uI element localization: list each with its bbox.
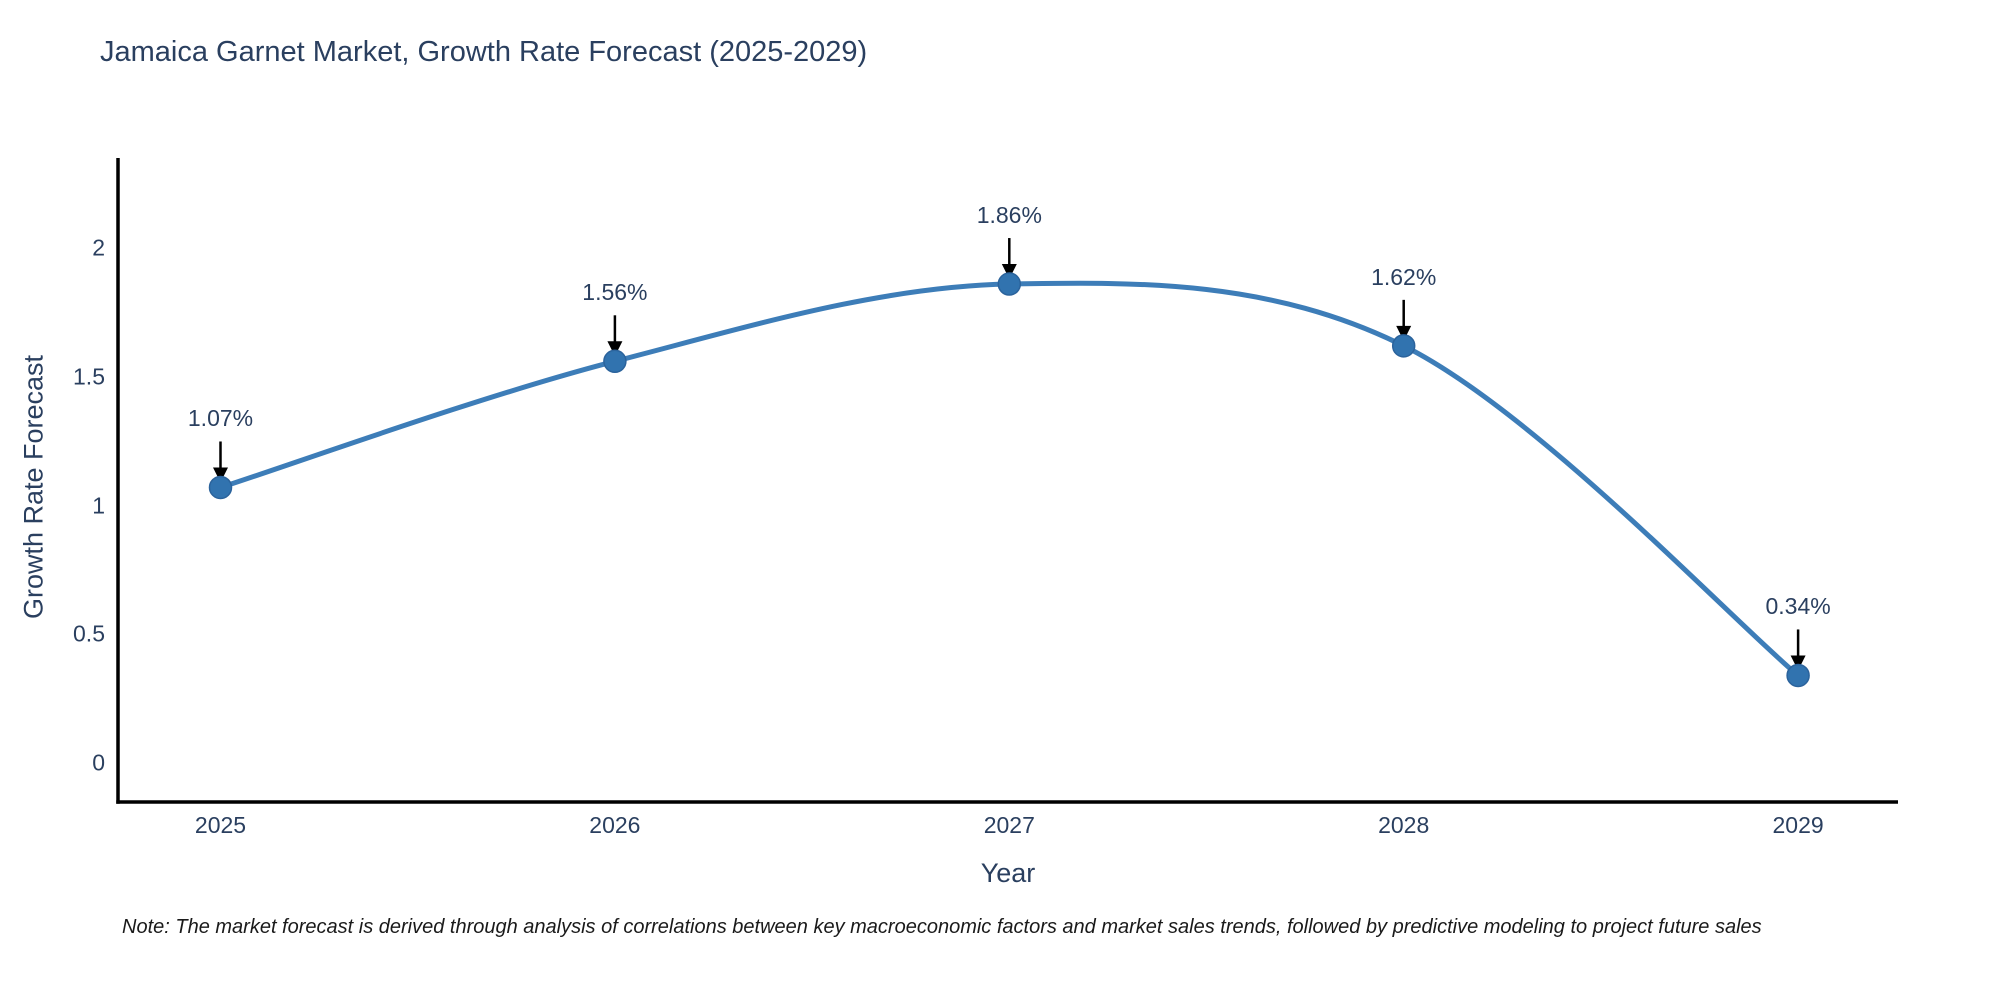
data-point-marker xyxy=(1391,334,1416,358)
annotation-arrow-head xyxy=(213,467,228,483)
footnote: Note: The market forecast is derived thr… xyxy=(122,916,1762,938)
x-axis-title: Year xyxy=(980,858,1036,888)
annotation-2026: 1.56% xyxy=(582,279,648,306)
annotation-2027: 1.86% xyxy=(976,202,1042,229)
y-tick-1-5: 1.5 xyxy=(73,363,105,390)
x-tick-2025: 2025 xyxy=(194,812,247,838)
y-tick-1: 1 xyxy=(92,492,105,518)
x-tick-2027: 2027 xyxy=(983,812,1035,838)
y-tick-2: 2 xyxy=(92,234,105,261)
forecast-line xyxy=(218,280,1801,678)
annotation-arrow-head xyxy=(607,341,623,357)
annotation-2028: 1.62% xyxy=(1371,263,1437,290)
data-point-marker xyxy=(997,272,1022,296)
annotation-arrow-head xyxy=(1396,325,1412,341)
annotation-2025: 1.07% xyxy=(187,405,254,432)
y-axis-title: Growth Rate Forecast xyxy=(18,354,49,620)
data-point-marker xyxy=(603,349,627,374)
x-tick-2026: 2026 xyxy=(589,812,641,838)
data-point-marker xyxy=(1786,663,1810,688)
annotation-arrow-head xyxy=(1001,264,1017,280)
annotation-2029: 0.34% xyxy=(1765,593,1831,620)
y-tick-0: 0 xyxy=(92,749,105,776)
data-point-marker xyxy=(208,475,233,500)
x-tick-2028: 2028 xyxy=(1378,812,1430,838)
x-tick-2029: 2029 xyxy=(1772,812,1824,838)
annotation-arrow-head xyxy=(1790,655,1806,671)
chart-title: Jamaica Garnet Market, Growth Rate Forec… xyxy=(100,36,868,68)
y-tick-0-5: 0.5 xyxy=(73,620,105,647)
